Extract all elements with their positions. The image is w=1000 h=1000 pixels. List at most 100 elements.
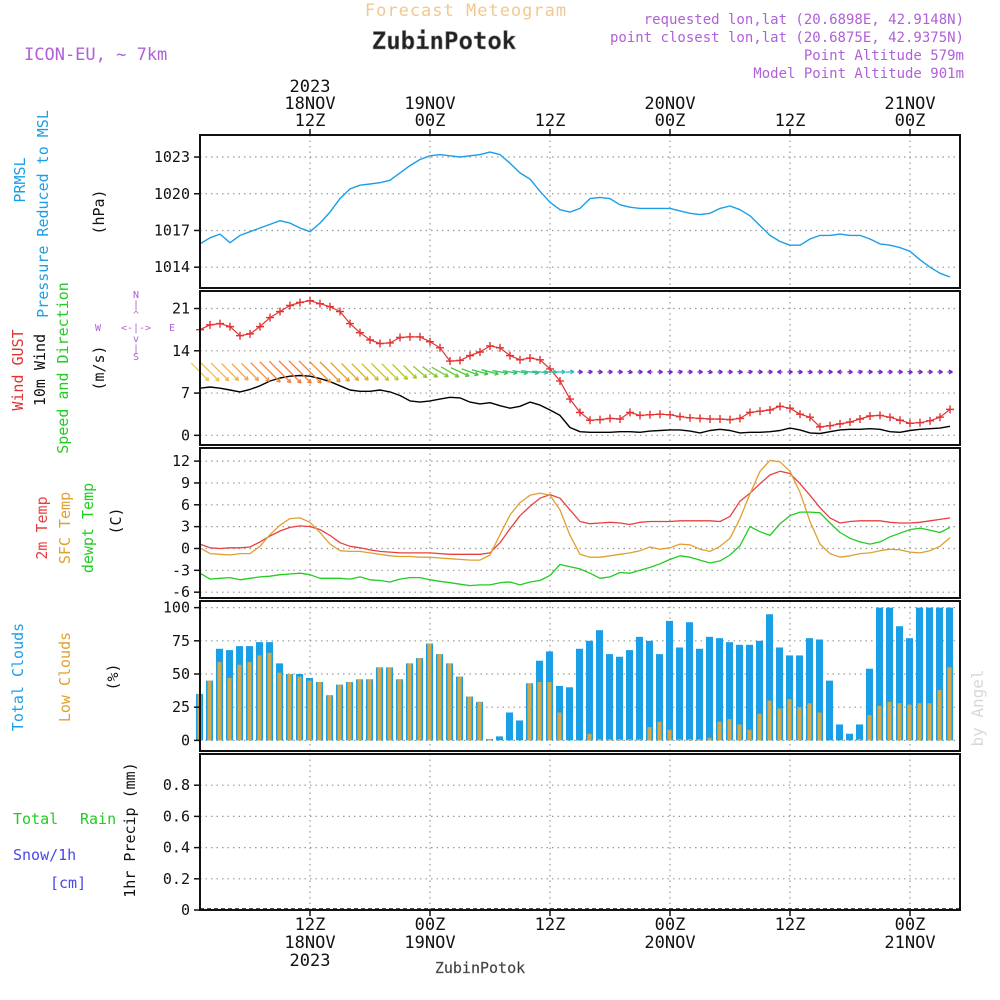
gust-point xyxy=(486,341,494,350)
low-cloud-bar xyxy=(477,701,482,741)
total-cloud-bar xyxy=(926,607,933,741)
gust-point xyxy=(916,418,924,427)
panel-frame xyxy=(199,134,961,289)
total-cloud-bar xyxy=(686,622,693,741)
wind-direction-arrow xyxy=(757,369,763,375)
low-cloud-bar xyxy=(697,739,702,741)
low-cloud-bar xyxy=(327,695,332,741)
wind-direction-arrow xyxy=(917,369,923,375)
y-tick-label: 0.2 xyxy=(163,870,190,888)
y-tick-label: 1017 xyxy=(154,221,190,239)
wind-direction-arrow xyxy=(877,369,883,375)
low-cloud-bar xyxy=(937,689,942,741)
bottom-axis-date: 18NOV xyxy=(284,933,335,953)
wind-direction-arrow xyxy=(647,369,653,375)
gust-point xyxy=(596,415,604,424)
snow-label: Snow/1h xyxy=(13,846,76,864)
top-axis-date: 20NOV xyxy=(644,94,695,114)
low-cloud-bar xyxy=(397,679,402,741)
gust-point xyxy=(886,413,894,422)
total-cloud-bar xyxy=(756,640,763,741)
bottom-axis-time: 00Z xyxy=(655,915,686,935)
wind-direction-arrow xyxy=(777,369,783,375)
gust-point xyxy=(896,416,904,425)
total-cloud-bar xyxy=(596,630,603,741)
bottom-axis-time: 12Z xyxy=(775,915,806,935)
low-cloud-bar xyxy=(367,679,372,741)
svg-text:N: N xyxy=(133,290,139,301)
wind-unit: (m/s) xyxy=(90,345,108,390)
y-tick-label: 0 xyxy=(181,731,190,749)
bottom-axis-time: 12Z xyxy=(535,915,566,935)
low-cloud-bar xyxy=(597,739,602,741)
wind-direction-arrow xyxy=(827,369,833,375)
low-cloud-bar xyxy=(707,737,712,741)
gust-point xyxy=(266,313,274,322)
low-cloud-bar xyxy=(247,662,252,741)
low-cloud-bar xyxy=(437,654,442,741)
low-cloud-bar xyxy=(757,713,762,741)
bottom-axis-year: 2023 xyxy=(290,951,331,971)
low-cloud-bar xyxy=(547,681,552,741)
bottom-axis-time: 12Z xyxy=(295,915,326,935)
wind-direction-arrow xyxy=(857,369,863,375)
top-axis-time: 00Z xyxy=(415,111,446,131)
low-cloud-bar xyxy=(637,739,642,741)
top-axis-time: 12Z xyxy=(535,111,566,131)
wind-direction-arrow xyxy=(887,369,893,375)
dewpt-line xyxy=(199,511,951,587)
wind-direction-arrow xyxy=(412,365,428,379)
bottom-axis-time: 00Z xyxy=(895,915,926,935)
svg-text:|: | xyxy=(133,300,139,311)
gust-point xyxy=(626,408,634,417)
gust-point xyxy=(796,410,804,419)
pressure-label-2: Pressure Reduced to MSL xyxy=(34,110,52,318)
model-point-altitude: Model Point Altitude 901m xyxy=(753,66,964,82)
wind-direction-arrow xyxy=(330,362,350,382)
wind-direction-arrow xyxy=(617,369,623,375)
station-title: ZubinPotok xyxy=(372,27,517,55)
wind-direction-arrow xyxy=(231,363,249,381)
low-cloud-bar xyxy=(857,739,862,741)
svg-text:<-|->: <-|-> xyxy=(121,323,151,334)
gust-point xyxy=(376,339,384,348)
wind-direction-arrow xyxy=(565,369,575,375)
low-cloud-bar xyxy=(667,729,672,741)
wind-direction-arrow xyxy=(210,362,230,382)
gust-point xyxy=(766,405,774,414)
rain-label: Rain xyxy=(80,810,116,828)
pressure-unit: (hPa) xyxy=(90,189,108,234)
low-cloud-bar xyxy=(417,658,422,741)
top-axis-year: 2023 xyxy=(290,77,331,97)
wind-direction-arrow xyxy=(767,369,773,375)
bottom-axis-date: 21NOV xyxy=(884,933,935,953)
gust-point xyxy=(506,351,514,360)
low-cloud-bar xyxy=(457,676,462,741)
wind-direction-arrow xyxy=(554,369,566,375)
cloud-panel-labels: Total Clouds Low Clouds (%) xyxy=(9,623,122,731)
y-tick-label: 0.6 xyxy=(163,807,190,825)
low-cloud-bar xyxy=(907,704,912,741)
sfc-temp-line xyxy=(199,459,951,561)
wind-direction-arrow xyxy=(657,369,663,375)
gust-point xyxy=(306,296,314,305)
gust-point xyxy=(456,356,464,365)
gust-point xyxy=(906,419,914,428)
panel-frames xyxy=(199,134,961,911)
gust-point xyxy=(286,301,294,310)
gust-point xyxy=(786,404,794,413)
wind-direction-arrow xyxy=(597,369,603,375)
wind-direction-arrow xyxy=(867,369,873,375)
low-cloud-bar xyxy=(387,667,392,741)
gust-point xyxy=(476,347,484,356)
low-cloud-bar xyxy=(317,681,322,741)
gust-point xyxy=(666,410,674,419)
low-cloud-bar xyxy=(337,684,342,741)
low-cloud-bar xyxy=(357,679,362,741)
gust-point xyxy=(356,328,364,337)
y-tick-label: -6 xyxy=(172,583,190,601)
low-cloud-bar xyxy=(287,674,292,741)
closest-point-location: point closest lon,lat (20.6875E, 42.9375… xyxy=(610,30,964,46)
